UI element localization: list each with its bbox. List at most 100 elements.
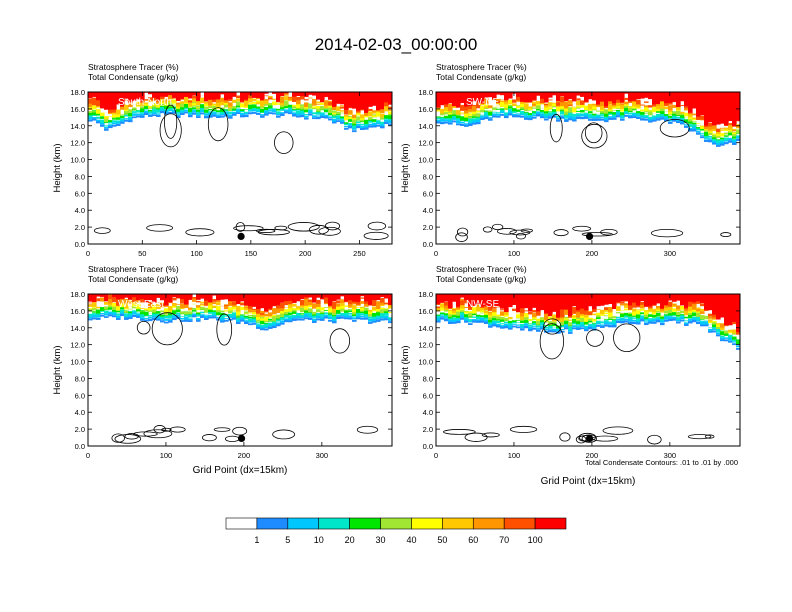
tracer-cell — [444, 313, 449, 318]
tracer-cell — [140, 106, 145, 109]
tracer-cell — [692, 121, 697, 122]
tracer-cell — [176, 114, 181, 116]
tracer-cell — [324, 295, 329, 304]
tracer-cell — [124, 294, 129, 298]
contour-line — [329, 328, 351, 354]
tracer-cell — [360, 294, 365, 297]
tracer-cell — [132, 108, 137, 111]
tracer-cell — [532, 316, 537, 320]
tracer-cell — [664, 116, 669, 120]
tracer-cell — [108, 92, 113, 110]
tracer-cell — [232, 105, 237, 109]
tracer-cell — [284, 100, 289, 107]
contour-line — [235, 222, 246, 232]
tracer-cell — [592, 109, 597, 111]
tracer-cell — [484, 104, 489, 108]
tracer-cell — [540, 327, 545, 330]
tracer-cell — [736, 138, 740, 141]
tracer-cell — [132, 116, 137, 119]
tracer-cell — [288, 303, 293, 309]
tracer-cell — [560, 328, 565, 330]
tracer-cell — [724, 330, 729, 334]
tracer-cell — [104, 92, 109, 110]
tracer-cell — [360, 301, 365, 304]
contour-line — [233, 225, 264, 232]
tracer-cell — [96, 294, 101, 297]
tracer-cell — [92, 294, 97, 303]
tracer-cell — [444, 318, 449, 322]
tracer-cell — [144, 112, 149, 115]
tracer-cell — [580, 114, 585, 117]
tracer-cell — [232, 317, 237, 320]
tracer-cell — [148, 113, 153, 115]
x-tick-label: 50 — [138, 249, 146, 258]
tracer-cell — [296, 306, 301, 309]
tracer-cell — [176, 294, 181, 298]
tracer-cell — [252, 107, 257, 110]
tracer-cell — [504, 115, 509, 119]
tracer-cell — [320, 307, 325, 311]
condensate-contours — [455, 113, 732, 242]
contour-line — [482, 226, 493, 233]
tracer-cell — [684, 316, 689, 319]
tracer-cell — [380, 92, 385, 110]
panel-header-tracer: Stratosphere Tracer (%) — [88, 264, 179, 274]
tracer-cell — [148, 303, 153, 309]
tracer-cell — [468, 319, 473, 322]
tracer-cell — [584, 316, 589, 322]
tracer-cell — [536, 101, 541, 104]
tracer-cell — [488, 325, 493, 328]
tracer-cell — [344, 316, 349, 320]
tracer-cell — [528, 108, 533, 110]
tracer-cell — [688, 301, 693, 307]
tracer-cell — [352, 125, 357, 129]
tracer-cell — [164, 321, 169, 324]
tracer-cell — [504, 323, 509, 326]
tracer-cell — [204, 92, 209, 102]
tracer-cell — [632, 311, 637, 316]
tracer-cell — [344, 125, 349, 128]
tracer-cell — [672, 111, 677, 114]
tracer-cell — [244, 111, 249, 114]
tracer-cell — [700, 315, 705, 320]
tracer-cell — [632, 308, 637, 312]
tracer-cell — [556, 294, 561, 318]
x-tick-label: 0 — [86, 451, 90, 460]
tracer-cell — [176, 111, 181, 114]
tracer-cell — [624, 97, 629, 101]
tracer-cell — [580, 316, 585, 323]
tracer-cell — [500, 100, 505, 102]
tracer-cell — [324, 92, 329, 97]
tracer-cell — [348, 297, 353, 305]
tracer-cell — [116, 309, 121, 313]
tracer-cell — [236, 112, 241, 114]
tracer-cell — [244, 321, 249, 325]
contour-line — [207, 107, 229, 142]
tracer-cell — [680, 117, 685, 120]
tracer-cell — [652, 115, 657, 118]
tracer-cell — [140, 317, 145, 319]
tracer-cell — [692, 126, 697, 130]
tracer-cell — [728, 340, 733, 343]
tracer-cell — [164, 103, 169, 106]
tracer-cell — [296, 112, 301, 116]
tracer-cell — [384, 115, 389, 119]
tracer-cell — [716, 131, 721, 135]
tracer-cell — [156, 302, 161, 303]
tracer-cell — [200, 294, 205, 299]
tracer-cell — [376, 311, 381, 316]
tracer-cell — [176, 314, 181, 317]
tracer-cell — [316, 313, 321, 316]
tracer-cell — [640, 308, 645, 311]
tracer-cell — [736, 136, 740, 139]
tracer-cell — [564, 115, 569, 118]
tracer-cell — [300, 307, 305, 313]
tracer-cell — [268, 324, 273, 327]
tracer-cell — [680, 104, 685, 106]
tracer-cell — [508, 318, 513, 320]
tracer-cell — [608, 321, 613, 323]
tracer-cell — [640, 115, 645, 118]
tracer-cell — [116, 297, 121, 306]
tracer-cell — [272, 108, 277, 110]
tracer-cell — [168, 294, 173, 303]
